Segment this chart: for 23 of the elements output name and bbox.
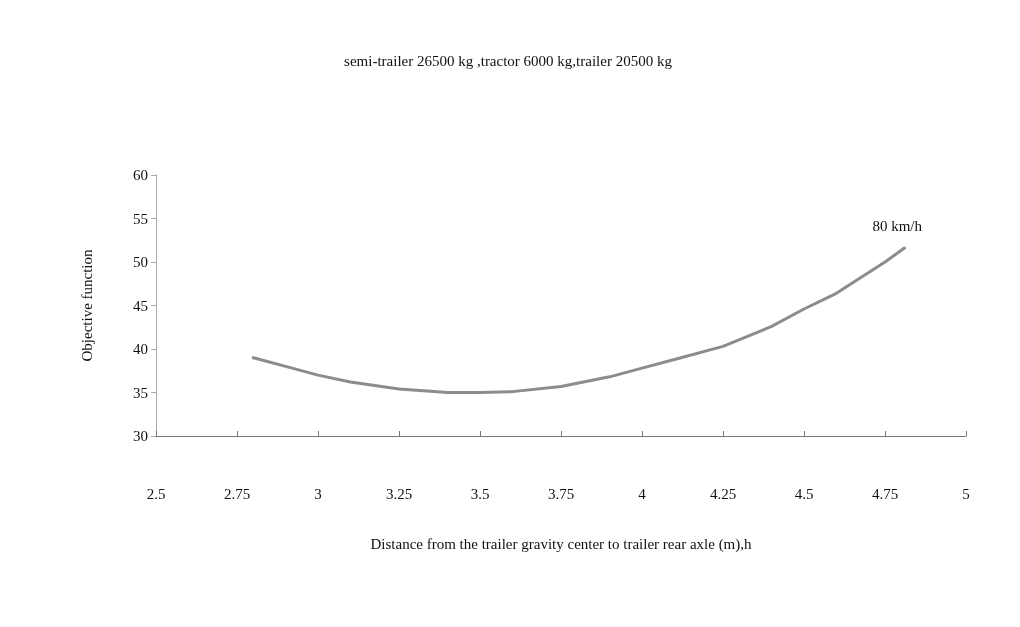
x-tick-label: 4.25: [709, 485, 737, 502]
x-tick-label: 4: [638, 485, 647, 502]
y-tick-label: 40: [133, 341, 148, 357]
x-tick-label: 3: [314, 485, 322, 502]
x-tick-label: 2.5: [146, 485, 166, 502]
x-tick-label: 2.75: [223, 485, 251, 502]
y-tick-label: 45: [133, 297, 148, 314]
y-tick-label: 60: [133, 167, 148, 183]
x-tick-label: 5: [962, 485, 970, 502]
y-tick-label: 55: [133, 210, 148, 227]
y-tick-label: 35: [133, 384, 148, 401]
line-series: [251, 246, 906, 394]
y-tick-label: 50: [133, 254, 148, 270]
x-tick-label: 3.75: [547, 485, 575, 502]
series-label: 80 km/h: [872, 218, 923, 235]
x-axis-title: Distance from the trailer gravity center to trailer rear axle (m),h: [370, 535, 753, 553]
x-tick-label: 3.5: [470, 485, 490, 502]
y-tick-label: 30: [133, 428, 148, 444]
x-tick-label: 4.5: [794, 485, 814, 502]
x-tick-label: 3.25: [385, 485, 413, 502]
chart-title: semi-trailer 26500 kg ,tractor 6000 kg,trailer 20500 kg: [344, 52, 673, 69]
x-tick-label: 4.75: [871, 485, 899, 502]
y-axis-title: Objective function: [78, 248, 95, 362]
